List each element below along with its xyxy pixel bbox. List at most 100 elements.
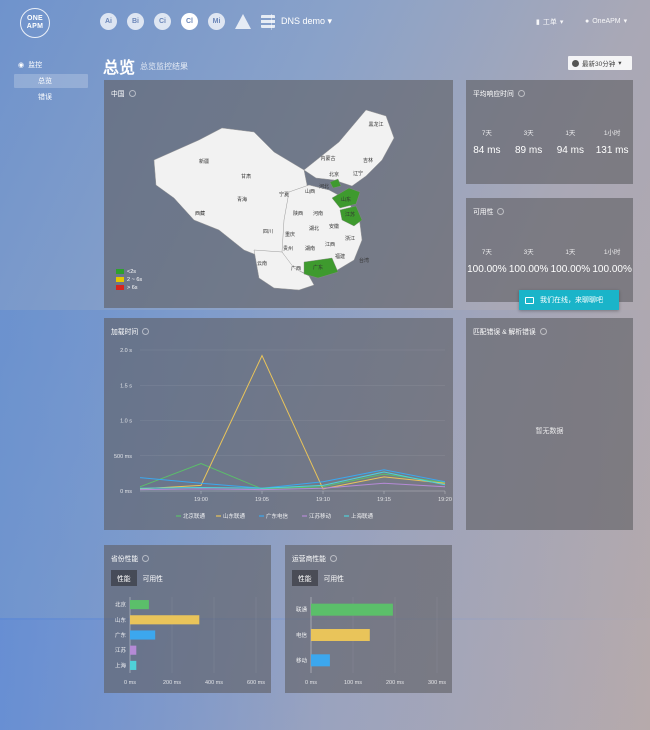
x-tick-label: 300 ms — [428, 680, 446, 686]
load-time-chart: 0 ms 500 ms 1.0 s 1.5 s 2.0 s 19:00 19:05 19:10… — [114, 348, 452, 520]
series-line — [139, 482, 446, 491]
panel-title: 平均响应时间 — [473, 88, 525, 98]
legend-entry: <2s — [116, 268, 142, 276]
help-icon[interactable] — [497, 207, 505, 215]
kpi-1d: 1天 94 ms — [556, 130, 584, 156]
availability-panel: 可用性 7天 100.00% 3天 100.00% 1天 100.00% 1小时 100… — [466, 198, 633, 302]
clock-icon — [572, 59, 579, 67]
sidebar-item-overview[interactable]: 总览 — [14, 74, 88, 88]
legend-label: 广东电信 — [266, 512, 289, 520]
x-tick-label: 200 ms — [163, 680, 181, 686]
legend-label: 上海联通 — [351, 512, 374, 520]
x-tick-label: 400 ms — [205, 680, 223, 686]
help-icon[interactable] — [329, 554, 337, 562]
y-tick-label: 1.5 s — [120, 383, 132, 389]
x-tick-label: 19:20 — [438, 497, 452, 503]
empty-state: 暂无数据 — [535, 428, 564, 435]
series-line — [139, 471, 446, 489]
china-map-panel: 中国 新疆 西藏 青海 甘肃 内蒙古 黑龙江 吉林 辽宁 河北 北京 山西 宁夏 — [104, 80, 453, 308]
map-label: 安徽 — [329, 223, 339, 230]
map-label: 新疆 — [199, 158, 209, 165]
x-tick-label: 19:15 — [377, 497, 391, 503]
tickets-label: 工单 — [542, 19, 557, 26]
kpi-7d: 7天 100.00% — [467, 249, 507, 275]
help-icon[interactable] — [142, 554, 150, 562]
chevron-down-icon: ▾ — [618, 60, 622, 67]
page-subtitle: 总览监控结果 — [140, 62, 188, 71]
chat-icon — [525, 296, 534, 304]
legend-entry: > 6s — [116, 284, 142, 292]
ci-icon[interactable]: Ci — [154, 13, 171, 30]
chevron-down-icon: ▾ — [559, 19, 564, 26]
category-label: 电信 — [296, 631, 308, 639]
bar — [130, 645, 137, 655]
map-province-shandong[interactable] — [331, 187, 361, 209]
cl-icon[interactable]: Cl — [181, 13, 198, 30]
oneapm-logo[interactable]: ONE APM — [20, 8, 50, 38]
map-label: 湖北 — [309, 225, 319, 232]
help-icon[interactable] — [128, 89, 136, 97]
help-icon[interactable] — [517, 89, 525, 97]
tab-performance[interactable]: 性能 — [111, 570, 137, 586]
bar — [311, 629, 370, 641]
x-tick-label: 19:00 — [194, 497, 208, 503]
time-range-button[interactable]: 最新30分钟 ▾ — [568, 56, 632, 70]
map-label: 西藏 — [195, 210, 205, 217]
map-label: 贵州 — [283, 245, 293, 252]
map-label: 云南 — [257, 260, 267, 267]
map-region-northeast[interactable] — [303, 109, 395, 187]
live-chat-button[interactable]: 我们在线，来聊聊吧 — [519, 290, 619, 310]
panel-title: 加载时间 — [111, 326, 150, 336]
y-tick-label: 0 ms — [120, 489, 132, 495]
tab-availability[interactable]: 可用性 — [323, 576, 344, 583]
panel-title: 中国 — [111, 88, 136, 98]
bar — [130, 600, 149, 610]
sidebar-item-errors[interactable]: 错误 — [38, 94, 52, 101]
bar — [311, 654, 330, 667]
user-menu[interactable]: ● OneAPM ▾ — [585, 17, 627, 26]
sidebar: ◉ 监控 总览 错误 — [14, 58, 88, 104]
map-label: 台湾 — [359, 257, 369, 264]
ai-icon[interactable]: Ai — [100, 13, 117, 30]
map-label: 吉林 — [363, 157, 373, 164]
panel-title: 运营商性能 — [292, 553, 337, 563]
series-line — [139, 354, 446, 490]
mi-icon[interactable]: Mi — [208, 13, 225, 30]
divider — [271, 14, 272, 30]
page-title: 总览 — [103, 60, 136, 77]
x-tick-label: 0 ms — [305, 680, 317, 686]
category-label: 移动 — [296, 656, 308, 664]
availability-values: 7天 100.00% 3天 100.00% 1天 100.00% 1小时 100.00% — [466, 246, 633, 275]
bi-icon[interactable]: Bi — [127, 13, 144, 30]
map-province-beijing[interactable] — [329, 178, 342, 189]
alert-icon[interactable] — [235, 14, 251, 29]
load-time-panel: 加载时间 0 ms 500 ms 1.0 s 1.5 s 2.0 s 19:00 19:05… — [104, 318, 453, 530]
map-region-south[interactable] — [253, 249, 315, 291]
map-label: 四川 — [263, 229, 273, 235]
legend-label: 江苏移动 — [309, 512, 332, 520]
top-bar: ONE APM Ai Bi Ci Cl Mi DNS demo ▾ ▮ 工单 ▾… — [0, 0, 650, 44]
tab-availability[interactable]: 可用性 — [142, 576, 163, 583]
list-icon[interactable] — [261, 15, 275, 28]
help-icon[interactable] — [142, 327, 150, 335]
map-label: 江西 — [325, 241, 335, 248]
document-icon: ▮ — [536, 19, 540, 26]
map-legend: <2s 2 ~ 6s > 6s — [116, 268, 142, 292]
tab-performance[interactable]: 性能 — [292, 570, 318, 586]
kpi-3d: 3天 100.00% — [508, 249, 549, 275]
kpi-1h: 1小时 100.00% — [592, 249, 632, 275]
sidebar-section-monitor[interactable]: ◉ 监控 — [18, 62, 43, 69]
help-icon[interactable] — [539, 327, 547, 335]
map-label: 山西 — [305, 188, 315, 195]
map-province-guangdong[interactable] — [303, 257, 339, 279]
map-label: 广西 — [291, 265, 301, 272]
panel-title: 匹配错误 & 解析错误 — [473, 326, 547, 336]
app-selector[interactable]: DNS demo ▾ — [281, 16, 332, 27]
map-province-jiangsu[interactable] — [339, 205, 363, 227]
kpi-7d: 7天 84 ms — [473, 130, 501, 156]
bar — [130, 630, 156, 640]
map-label: 福建 — [335, 253, 345, 260]
tickets-menu[interactable]: ▮ 工单 ▾ — [536, 17, 563, 27]
